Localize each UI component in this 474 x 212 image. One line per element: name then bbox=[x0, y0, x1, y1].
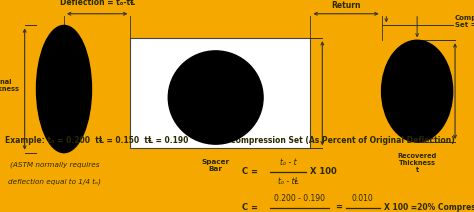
Text: (ASTM normally requires: (ASTM normally requires bbox=[10, 161, 99, 168]
Text: X 100 =20% Compression Set: X 100 =20% Compression Set bbox=[384, 203, 474, 212]
Text: C =: C = bbox=[242, 203, 261, 212]
Ellipse shape bbox=[36, 25, 91, 153]
Text: tₒ - t: tₒ - t bbox=[280, 158, 296, 167]
Text: Example: tₒ = 0.200  tⱠ = 0.150  tⱠ = 0.190: Example: tₒ = 0.200 tⱠ = 0.150 tⱠ = 0.19… bbox=[5, 136, 188, 145]
Text: Deflection = tₒ-tⱠ: Deflection = tₒ-tⱠ bbox=[60, 0, 135, 7]
Text: Original
Thickness
tₒ: Original Thickness tₒ bbox=[0, 79, 20, 99]
Text: Spacer
Bar: Spacer Bar bbox=[201, 159, 230, 172]
Bar bbox=[130, 38, 310, 148]
Text: X 100: X 100 bbox=[310, 167, 337, 176]
Text: =: = bbox=[335, 203, 342, 212]
Text: 0.200 - 0.190: 0.200 - 0.190 bbox=[274, 194, 325, 203]
Ellipse shape bbox=[382, 40, 453, 142]
Text: Return: Return bbox=[331, 1, 361, 10]
Text: Compression Set (As Percent of Original Deflection): Compression Set (As Percent of Original … bbox=[230, 136, 455, 145]
Text: Recovered
Thickness
t: Recovered Thickness t bbox=[398, 153, 437, 173]
Text: tₒ - tⱠ: tₒ - tⱠ bbox=[277, 177, 299, 186]
Text: C =: C = bbox=[242, 167, 261, 176]
Ellipse shape bbox=[168, 51, 263, 144]
Text: 0.010: 0.010 bbox=[352, 194, 374, 203]
Text: deflection equal to 1/4 tₒ): deflection equal to 1/4 tₒ) bbox=[8, 178, 101, 185]
Text: Compression
Set = tₒ-t: Compression Set = tₒ-t bbox=[455, 15, 474, 28]
